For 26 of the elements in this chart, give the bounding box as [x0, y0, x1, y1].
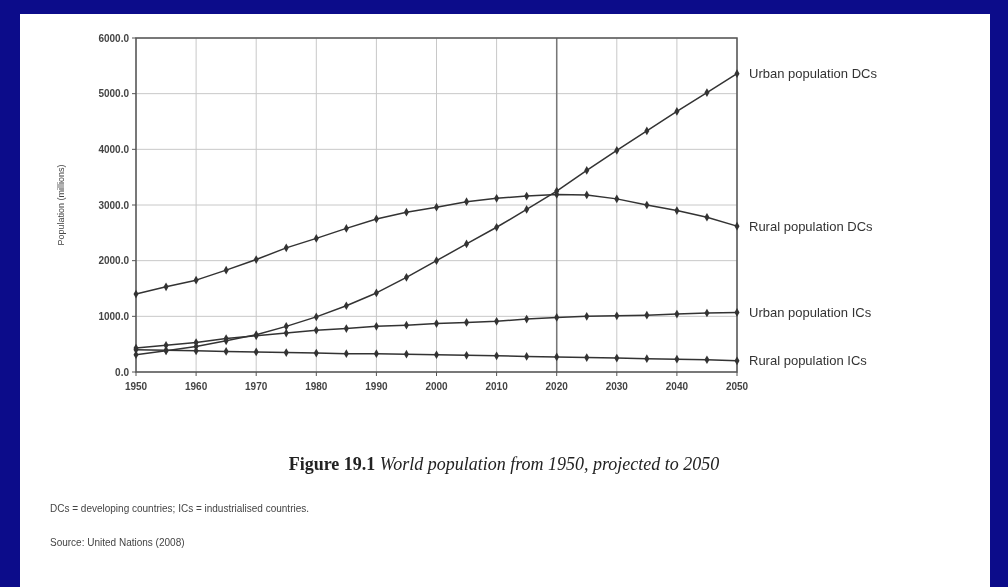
y-tick-label: 4000.0	[98, 143, 130, 155]
x-tick-label: 2010	[485, 381, 509, 392]
x-tick-label: 1960	[184, 381, 208, 392]
y-tick-label: 2000.0	[98, 255, 130, 267]
x-tick-label: 2030	[605, 381, 629, 392]
y-tick-label: 6000.0	[98, 32, 130, 44]
text: Figure 19.1 World population from 1950, projected to 2050	[288, 454, 720, 474]
series-label: Rural population ICs	[749, 353, 868, 369]
text: DCs = developing countries; ICs = industrialised countries.	[50, 503, 310, 514]
x-tick-label: 1970	[245, 381, 268, 392]
y-axis-title: Population (millions)	[56, 164, 66, 246]
x-tick-label: 1990	[365, 381, 388, 392]
source-note: Source: United Nations (2008)	[50, 537, 185, 548]
y-tick-label: 5000.0	[98, 88, 130, 100]
x-tick-label: 2000	[425, 381, 449, 392]
x-tick-label: 2020	[545, 381, 569, 392]
series-label: Urban population ICs	[749, 304, 872, 320]
series-label: Urban population DCs	[749, 66, 878, 82]
x-tick-label: 1980	[305, 381, 328, 392]
x-tick-label: 2040	[665, 381, 689, 392]
y-tick-label: 0.0	[115, 366, 130, 378]
x-tick-label: 2050	[725, 381, 749, 392]
series-label: Rural population DCs	[749, 218, 874, 234]
y-tick-label: 1000.0	[98, 310, 130, 322]
y-tick-label: 3000.0	[98, 199, 130, 211]
x-tick-label: 1950	[124, 381, 148, 392]
